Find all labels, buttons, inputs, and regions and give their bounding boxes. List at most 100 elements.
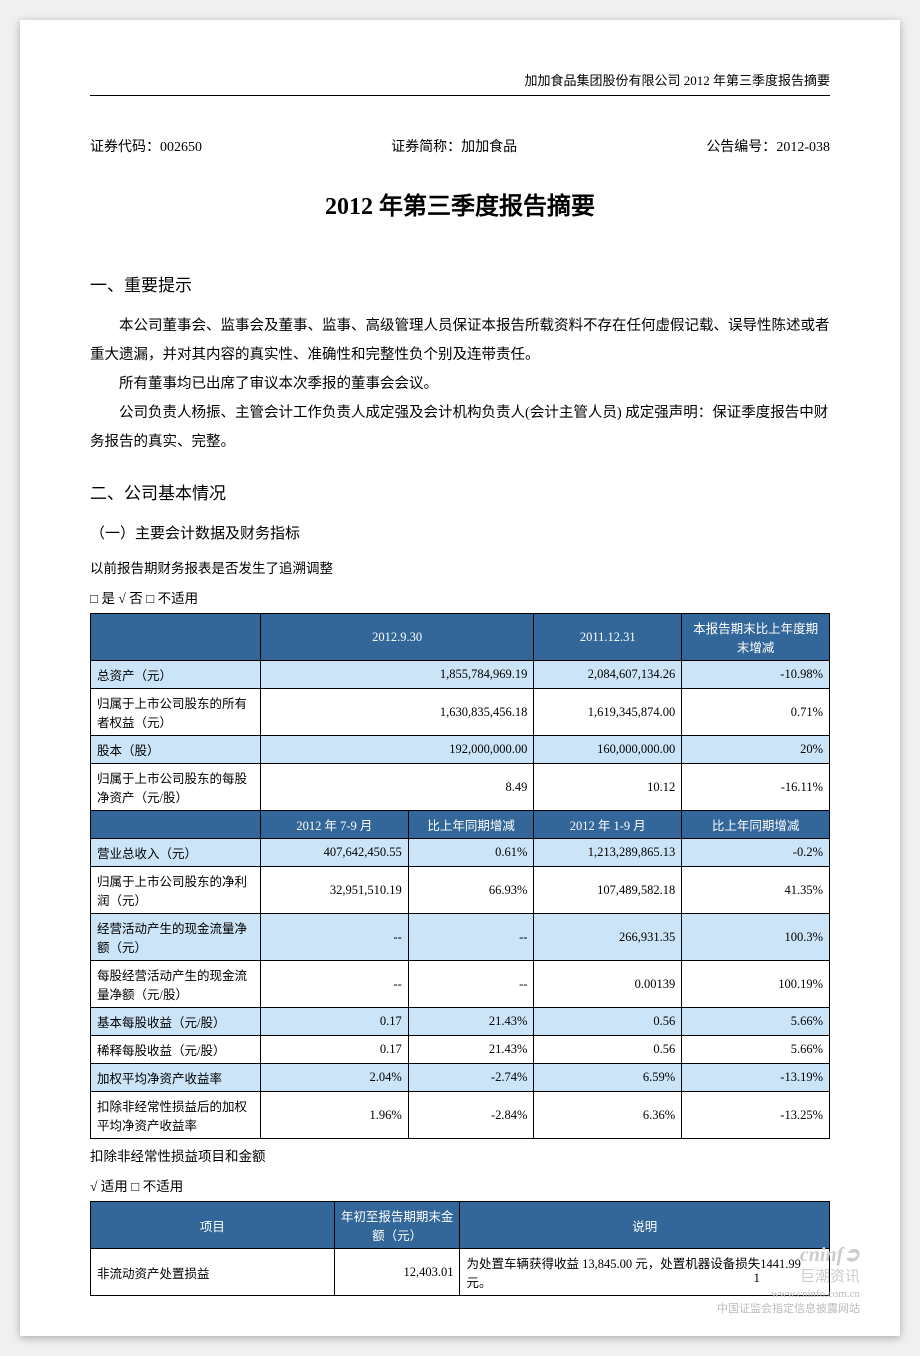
table-row: 归属于上市公司股东的净利润（元）32,951,510.1966.93%107,4… xyxy=(91,867,830,914)
table-row: 归属于上市公司股东的每股净资产（元/股）8.4910.12-16.11% xyxy=(91,764,830,811)
row-label: 归属于上市公司股东的所有者权益（元） xyxy=(91,689,261,736)
th2-period1: 2012 年 7-9 月 xyxy=(260,811,408,839)
row-value: 160,000,000.00 xyxy=(534,736,682,764)
row-value: 100.3% xyxy=(682,914,830,961)
th2-chg1: 比上年同期增减 xyxy=(408,811,534,839)
row-value: 1,213,289,865.13 xyxy=(534,839,682,867)
table-row: 营业总收入（元）407,642,450.550.61%1,213,289,865… xyxy=(91,839,830,867)
table-row: 基本每股收益（元/股）0.1721.43%0.565.66% xyxy=(91,1008,830,1036)
security-shortname: 证券简称：加加食品 xyxy=(391,136,517,156)
row-value: -13.19% xyxy=(682,1064,830,1092)
row-label: 股本（股） xyxy=(91,736,261,764)
row-label: 加权平均净资产收益率 xyxy=(91,1064,261,1092)
row-label: 归属于上市公司股东的净利润（元） xyxy=(91,867,261,914)
row-value: -- xyxy=(260,914,408,961)
row-value: 0.00139 xyxy=(534,961,682,1008)
row-value: 0.17 xyxy=(260,1008,408,1036)
cninfo-logo-icon: cninf xyxy=(800,1244,843,1266)
row-label: 归属于上市公司股东的每股净资产（元/股） xyxy=(91,764,261,811)
row-value: -13.25% xyxy=(682,1092,830,1139)
row-value: 12,403.01 xyxy=(334,1249,460,1296)
row-value: -10.98% xyxy=(682,661,830,689)
row-label: 基本每股收益（元/股） xyxy=(91,1008,261,1036)
row-label: 非流动资产处置损益 xyxy=(91,1249,335,1296)
row-value: 192,000,000.00 xyxy=(260,736,533,764)
row-value: 0.56 xyxy=(534,1008,682,1036)
nonrecurring-label: 扣除非经常性损益项目和金额 xyxy=(90,1145,830,1165)
row-value: 5.66% xyxy=(682,1036,830,1064)
row-value: 5.66% xyxy=(682,1008,830,1036)
table-row: 股本（股）192,000,000.00160,000,000.0020% xyxy=(91,736,830,764)
retro-label: 以前报告期财务报表是否发生了追溯调整 xyxy=(90,557,830,577)
table-row: 总资产（元）1,855,784,969.192,084,607,134.26-1… xyxy=(91,661,830,689)
row-value: 41.35% xyxy=(682,867,830,914)
section-1-heading: 一、重要提示 xyxy=(90,271,830,296)
th-date1: 2012.9.30 xyxy=(260,614,533,661)
document-page: 加加食品集团股份有限公司 2012 年第三季度报告摘要 证券代码：002650 … xyxy=(20,20,900,1336)
nonrecurring-choice: √ 适用 □ 不适用 xyxy=(90,1175,830,1195)
cninfo-brand-cn: 巨潮资讯 xyxy=(800,1269,860,1285)
cninfo-url: www.cninfo.com.cn xyxy=(771,1288,860,1300)
table-row: 每股经营活动产生的现金流量净额（元/股）----0.00139100.19% xyxy=(91,961,830,1008)
section-1-p1: 本公司董事会、监事会及董事、监事、高级管理人员保证本报告所载资料不存在任何虚假记… xyxy=(90,312,830,370)
row-value: -- xyxy=(260,961,408,1008)
row-value: 107,489,582.18 xyxy=(534,867,682,914)
th-change: 本报告期末比上年度期末增减 xyxy=(682,614,830,661)
table-row: 稀释每股收益（元/股）0.1721.43%0.565.66% xyxy=(91,1036,830,1064)
meta-row: 证券代码：002650 证券简称：加加食品 公告编号：2012-038 xyxy=(90,136,830,156)
running-header: 加加食品集团股份有限公司 2012 年第三季度报告摘要 xyxy=(90,70,830,96)
table-row: 加权平均净资产收益率2.04%-2.74%6.59%-13.19% xyxy=(91,1064,830,1092)
row-value: 1,630,835,456.18 xyxy=(260,689,533,736)
row-value: 6.36% xyxy=(534,1092,682,1139)
t2-h2: 年初至报告期期末金额（元） xyxy=(334,1202,460,1249)
row-value: 0.61% xyxy=(408,839,534,867)
row-value: -16.11% xyxy=(682,764,830,811)
table-row: 扣除非经常性损益后的加权平均净资产收益率1.96%-2.84%6.36%-13.… xyxy=(91,1092,830,1139)
section-1-p3: 公司负责人杨振、主管会计工作负责人成定强及会计机构负责人(会计主管人员) 成定强… xyxy=(90,399,830,457)
row-label: 经营活动产生的现金流量净额（元） xyxy=(91,914,261,961)
row-value: 407,642,450.55 xyxy=(260,839,408,867)
row-value: -- xyxy=(408,961,534,1008)
row-value: 21.43% xyxy=(408,1036,534,1064)
th2-chg2: 比上年同期增减 xyxy=(682,811,830,839)
row-label: 扣除非经常性损益后的加权平均净资产收益率 xyxy=(91,1092,261,1139)
row-value: 0.56 xyxy=(534,1036,682,1064)
table-row: 经营活动产生的现金流量净额（元）----266,931.35100.3% xyxy=(91,914,830,961)
th-blank xyxy=(91,614,261,661)
row-value: -2.84% xyxy=(408,1092,534,1139)
cninfo-tagline: 中国证监会指定信息披露网站 xyxy=(717,1303,860,1315)
row-value: 8.49 xyxy=(260,764,533,811)
row-value: 266,931.35 xyxy=(534,914,682,961)
row-value: 2,084,607,134.26 xyxy=(534,661,682,689)
row-value: 20% xyxy=(682,736,830,764)
row-value: 0.71% xyxy=(682,689,830,736)
table-header-row-2: 2012 年 7-9 月 比上年同期增减 2012 年 1-9 月 比上年同期增… xyxy=(91,811,830,839)
section-1-p2: 所有董事均已出席了审议本次季报的董事会会议。 xyxy=(90,370,830,399)
security-code: 证券代码：002650 xyxy=(90,136,202,156)
document-title: 2012 年第三季度报告摘要 xyxy=(90,186,830,221)
row-label: 每股经营活动产生的现金流量净额（元/股） xyxy=(91,961,261,1008)
row-value: 2.04% xyxy=(260,1064,408,1092)
financial-table-1: 2012.9.30 2011.12.31 本报告期末比上年度期末增减 总资产（元… xyxy=(90,613,830,1139)
row-value: 0.17 xyxy=(260,1036,408,1064)
th2-period2: 2012 年 1-9 月 xyxy=(534,811,682,839)
row-value: 100.19% xyxy=(682,961,830,1008)
th2-blank xyxy=(91,811,261,839)
table-row: 归属于上市公司股东的所有者权益（元）1,630,835,456.181,619,… xyxy=(91,689,830,736)
row-value: -2.74% xyxy=(408,1064,534,1092)
row-value: 1,855,784,969.19 xyxy=(260,661,533,689)
row-value: 6.59% xyxy=(534,1064,682,1092)
section-2-heading: 二、公司基本情况 xyxy=(90,479,830,504)
row-label: 总资产（元） xyxy=(91,661,261,689)
row-value: 66.93% xyxy=(408,867,534,914)
retro-choice: □ 是 √ 否 □ 不适用 xyxy=(90,587,830,607)
row-value: 21.43% xyxy=(408,1008,534,1036)
row-value: 1,619,345,874.00 xyxy=(534,689,682,736)
row-value: 32,951,510.19 xyxy=(260,867,408,914)
th-date2: 2011.12.31 xyxy=(534,614,682,661)
footer-watermark: cninf➲ 巨潮资讯 www.cninfo.com.cn 中国证监会指定信息披… xyxy=(717,1242,860,1316)
table-header-row: 2012.9.30 2011.12.31 本报告期末比上年度期末增减 xyxy=(91,614,830,661)
section-2-sub1: （一）主要会计数据及财务指标 xyxy=(90,522,830,543)
row-value: 10.12 xyxy=(534,764,682,811)
row-label: 稀释每股收益（元/股） xyxy=(91,1036,261,1064)
